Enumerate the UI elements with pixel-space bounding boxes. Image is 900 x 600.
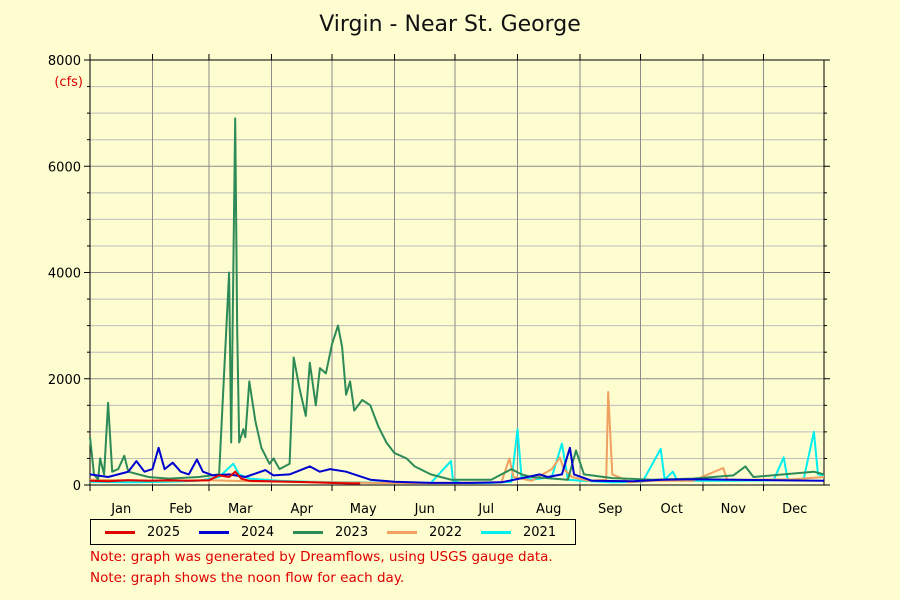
y-axis-unit-label: (cfs) [54,75,83,90]
x-tick-label: Apr [290,502,313,517]
x-tick-label: Dec [782,502,807,517]
legend: 2025 2024 2023 2022 2021 [90,519,576,545]
legend-label: 2025 [147,524,181,540]
x-tick-label: Aug [536,502,561,517]
x-tick-label: Jul [477,502,494,517]
x-tick-label: Oct [661,502,683,517]
y-tick-label: 0 [73,479,81,494]
x-tick-label: Mar [228,502,253,517]
x-tick-label: Feb [169,502,192,517]
series-line-2025 [89,470,361,485]
y-tick-label: 2000 [48,373,81,388]
note-noon-flow: Note: graph shows the noon flow for each… [90,570,405,586]
legend-item-2025: 2025 [105,525,199,540]
note-source: Note: graph was generated by Dreamflows,… [90,549,553,565]
y-tick-label: 8000 [48,54,81,69]
legend-swatch [105,530,135,534]
legend-swatch [387,530,417,534]
x-tick-label: May [350,502,377,517]
legend-label: 2021 [523,524,557,540]
x-tick-label: Jan [110,502,131,517]
grid-lines [90,60,824,485]
x-tick-label: Nov [721,502,747,517]
legend-label: 2022 [429,524,463,540]
y-tick-label: 6000 [48,160,81,175]
series-line-2021 [89,428,825,484]
legend-item-2022: 2022 [387,525,481,540]
x-tick-label: Sep [598,502,623,517]
chart-title: Virgin - Near St. George [319,12,581,37]
x-tick-label: Jun [414,502,435,517]
legend-swatch [293,530,323,534]
legend-swatch [481,530,511,534]
legend-item-2023: 2023 [293,525,387,540]
legend-item-2024: 2024 [199,525,293,540]
legend-label: 2023 [335,524,369,540]
series-lines [89,117,825,485]
legend-swatch [199,530,229,534]
series-line-2024 [89,446,825,484]
y-axis: 0 2000 4000 6000 8000 [48,54,830,494]
legend-label: 2024 [241,524,275,540]
x-axis: Jan Feb Mar Apr May Jun Jul Aug Sep Oct Nov Dec [89,54,807,517]
legend-item-2021: 2021 [481,525,575,540]
series-line-2023 [89,117,825,481]
y-tick-label: 4000 [48,267,81,282]
